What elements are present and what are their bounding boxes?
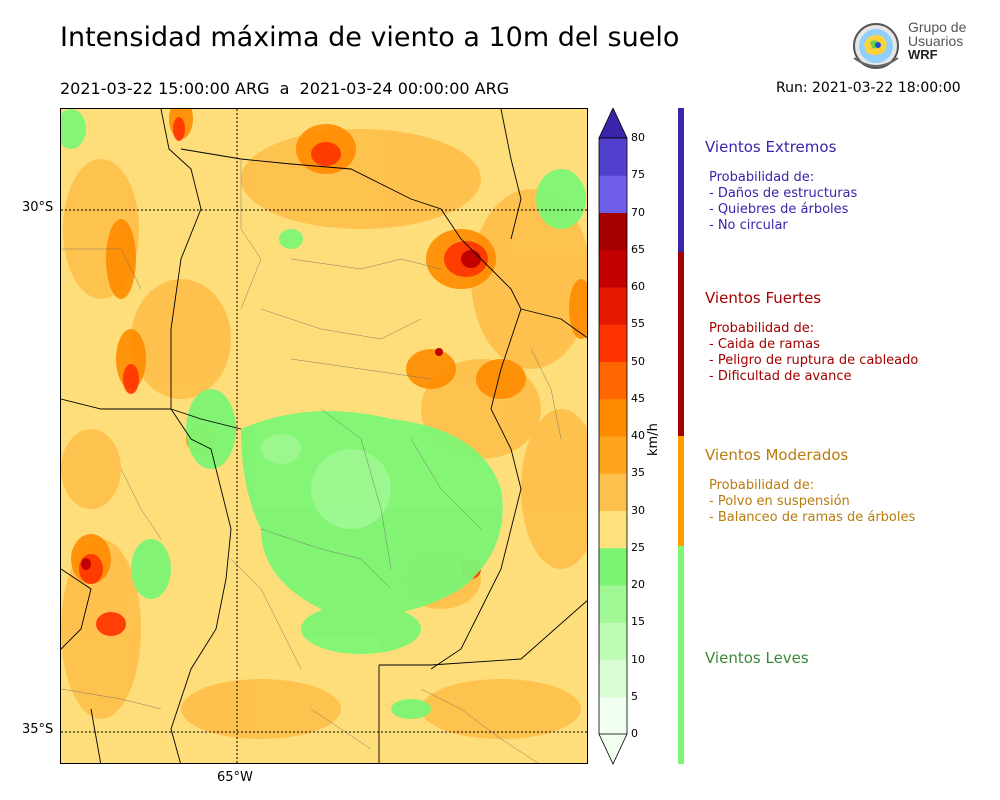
lat-label-35s: 35°S [22, 722, 54, 737]
colorbar-bin [599, 175, 627, 213]
colorbar-bin [599, 436, 627, 474]
colorbar-tick-label: 40 [631, 429, 645, 442]
colorbar-tick-label: 25 [631, 540, 645, 554]
colorbar-tick-label: 60 [631, 280, 645, 293]
category-name: Vientos Moderados [705, 446, 849, 464]
colorbar-unit: km/h [646, 423, 661, 456]
colorbar-tick-label: 75 [631, 168, 645, 182]
grupo-usuarios-wrf-logo: Grupo de Usuarios WRF [848, 18, 968, 74]
category-bar-moderate [678, 436, 684, 546]
category-bar-light [678, 546, 684, 764]
category-name: Vientos Leves [705, 649, 809, 667]
colorbar-tick-label: 55 [631, 317, 645, 331]
colorbar-bin [599, 473, 627, 511]
category-moderate: Vientos Moderados Probabilidad de: - Pol… [705, 446, 915, 526]
category-bar-extreme [678, 108, 684, 252]
colorbar-bin [599, 287, 627, 325]
category-name: Vientos Fuertes [705, 289, 822, 307]
logo-text: Grupo de Usuarios WRF [908, 19, 967, 62]
colorbar-bin [599, 138, 627, 176]
lon-label-65w: 65°W [217, 770, 253, 785]
colorbar-bin [599, 212, 627, 251]
lat-label-30s: 30°S [22, 200, 54, 215]
colorbar-bin [599, 585, 627, 623]
category-desc: Probabilidad de: - Caida de ramas - Peli… [709, 321, 919, 384]
colorbar-tick-label: 50 [631, 354, 645, 368]
colorbar [598, 108, 648, 768]
colorbar-extend-high [598, 108, 628, 139]
category-extreme: Vientos Extremos Probabilidad de: - Daño… [705, 138, 857, 234]
colorbar-bin [599, 324, 627, 362]
colorbar-tick-label: 20 [631, 578, 645, 591]
run-timestamp: Run: 2021-03-22 18:00:00 [776, 80, 961, 96]
forecast-period: 2021-03-22 15:00:00 ARG a 2021-03-24 00:… [60, 79, 510, 98]
category-strong: Vientos Fuertes Probabilidad de: - Caida… [705, 289, 918, 385]
colorbar-tick-label: 0 [631, 727, 638, 740]
colorbar-bin [599, 659, 627, 698]
category-bar-strong [678, 252, 684, 436]
colorbar-tick-label: 10 [631, 652, 645, 666]
colorbar-scale [598, 108, 628, 765]
colorbar-tick-label: 65 [631, 242, 645, 256]
wind-map-canvas [61, 109, 587, 763]
colorbar-tick-label: 70 [631, 205, 645, 219]
colorbar-tick-label: 80 [631, 131, 645, 144]
category-name: Vientos Extremos [705, 138, 837, 156]
category-desc: Probabilidad de: - Polvo en suspensión -… [709, 478, 916, 525]
globe-icon [853, 23, 899, 69]
colorbar-tick-label: 45 [631, 391, 645, 405]
colorbar-bin [599, 398, 627, 437]
colorbar-tick-label: 5 [631, 689, 638, 703]
colorbar-bin [599, 249, 627, 288]
colorbar-tick-label: 15 [631, 615, 645, 629]
colorbar-border [598, 137, 628, 735]
category-light: Vientos Leves [705, 649, 809, 681]
colorbar-bin [599, 510, 627, 549]
map-title: Intensidad máxima de viento a 10m del su… [60, 22, 680, 53]
colorbar-extend-low [598, 733, 628, 765]
wind-map [60, 108, 588, 764]
colorbar-bin [599, 547, 627, 586]
colorbar-tick-label: 30 [631, 503, 645, 517]
category-desc: Probabilidad de: - Daños de estructuras … [709, 170, 858, 233]
colorbar-tick-label: 35 [631, 466, 645, 480]
colorbar-bin [599, 696, 627, 735]
colorbar-bin [599, 622, 627, 660]
colorbar-bin [599, 361, 627, 400]
